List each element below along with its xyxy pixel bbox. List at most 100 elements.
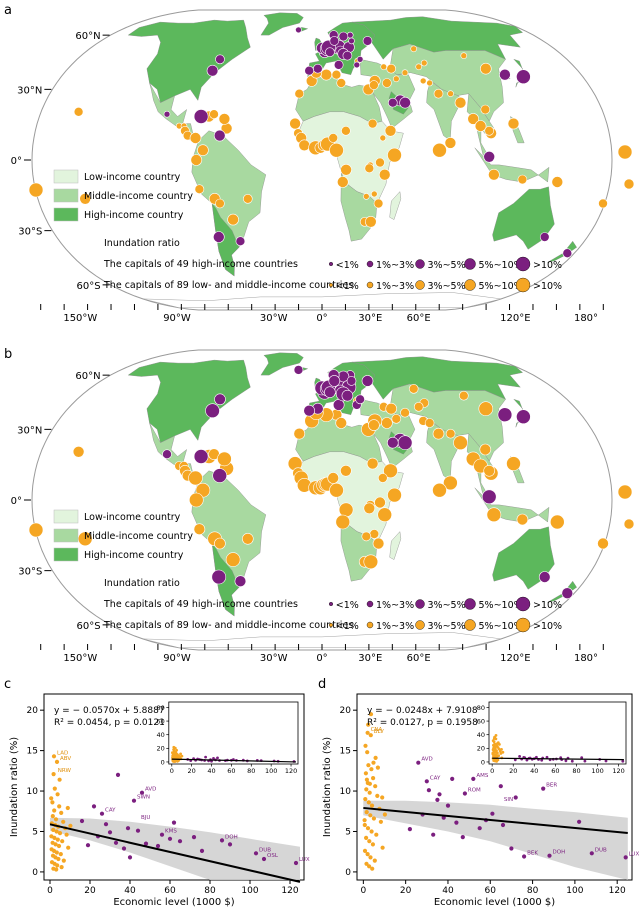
point-label: LAD bbox=[57, 750, 68, 756]
x-axis-label: Economic level (1000 $) bbox=[113, 897, 234, 908]
inset-x-tick-label: 40 bbox=[530, 767, 538, 775]
scatter-point-low-middle bbox=[366, 763, 371, 768]
capital-low-middle-marker bbox=[189, 492, 204, 508]
size-marker-low-middle bbox=[415, 620, 425, 630]
capital-low-middle-marker bbox=[484, 126, 495, 136]
capital-low-middle-marker bbox=[370, 190, 378, 198]
size-marker-low-middle bbox=[329, 623, 334, 628]
scatter-point-high bbox=[125, 826, 131, 831]
capital-high-marker bbox=[162, 449, 172, 460]
scatter-point-high bbox=[498, 784, 503, 789]
longitude-label: 180° bbox=[574, 653, 598, 664]
capital-low-middle-marker bbox=[598, 198, 608, 209]
scatter-point-low-middle bbox=[364, 787, 369, 792]
size-class-label: >10% bbox=[533, 260, 562, 271]
inset-point-low-middle bbox=[497, 747, 501, 751]
inundation-legend: Inundation ratio The capitals of 49 high-… bbox=[103, 578, 562, 633]
panel-letter: a bbox=[4, 3, 12, 18]
point-label: DOH bbox=[225, 834, 238, 840]
country-russia bbox=[352, 356, 524, 400]
capital-low-middle-marker bbox=[382, 78, 392, 88]
size-class-label: 1%~3% bbox=[376, 260, 414, 271]
inset-y-tick-label: 80 bbox=[477, 704, 485, 712]
capital-low-middle-marker bbox=[215, 198, 225, 209]
capital-low-middle-marker bbox=[392, 75, 400, 83]
country-russia bbox=[352, 16, 524, 60]
capital-high-marker bbox=[338, 31, 349, 42]
inset-y-tick-label: 60 bbox=[157, 717, 165, 725]
inset-y-tick-label: 60 bbox=[477, 717, 485, 725]
capital-low-middle-marker bbox=[479, 62, 492, 75]
scatter-point-high bbox=[143, 841, 149, 846]
scatter-point-low-middle bbox=[367, 839, 372, 844]
scatter-point-high bbox=[460, 835, 465, 840]
inset-y-tick-label: 40 bbox=[477, 731, 485, 739]
capital-low-middle-marker bbox=[458, 390, 469, 401]
point-label: BEK bbox=[527, 851, 538, 857]
x-tick-label: 20 bbox=[400, 886, 412, 896]
longitude-label: 120°E bbox=[500, 313, 530, 324]
scatter-point-low-middle bbox=[65, 805, 70, 811]
income-swatch bbox=[53, 547, 79, 562]
longitude-label: 150°W bbox=[63, 313, 97, 324]
capital-high-marker bbox=[483, 151, 496, 163]
point-label: DOH bbox=[553, 850, 566, 856]
size-class-label: 1%~3% bbox=[376, 621, 414, 632]
country-north-america bbox=[127, 359, 251, 443]
capital-low-middle-marker bbox=[28, 182, 44, 198]
scatter-point-low-middle bbox=[369, 803, 375, 808]
size-class-label: >10% bbox=[533, 600, 562, 611]
x-tick-label: 40 bbox=[124, 886, 136, 896]
capital-high-marker bbox=[348, 37, 355, 45]
longitude-label: 30°E bbox=[358, 313, 382, 324]
capital-low-middle-marker bbox=[375, 157, 385, 168]
scatter-point-high bbox=[462, 791, 467, 796]
point-label: SIN bbox=[504, 797, 513, 803]
capital-high-marker bbox=[193, 449, 209, 464]
capital-high-marker bbox=[213, 231, 225, 243]
point-label: AVD bbox=[145, 787, 156, 793]
latitude-label: 60°S bbox=[77, 621, 101, 632]
y-tick-label: 15 bbox=[27, 747, 38, 757]
scatter-point-low-middle bbox=[54, 829, 59, 834]
inset-x-tick-label: 120 bbox=[285, 767, 297, 775]
scatter-point-low-middle bbox=[61, 819, 66, 824]
scatter-point-low-middle bbox=[54, 759, 60, 765]
capital-low-middle-marker bbox=[243, 194, 253, 204]
scatter-point-low-middle bbox=[49, 796, 54, 801]
fit-line bbox=[49, 823, 301, 883]
capital-high-marker bbox=[235, 236, 246, 246]
legend-row-low: The capitals of 89 low- and middle-incom… bbox=[103, 280, 353, 291]
point-label: CNA bbox=[371, 727, 383, 733]
scatter-point-low-middle bbox=[365, 750, 370, 755]
country-madagascar bbox=[389, 531, 402, 560]
scatter-point-low-middle bbox=[365, 730, 370, 735]
capital-low-middle-marker bbox=[374, 496, 386, 509]
income-legend-label: High-income country bbox=[84, 550, 184, 561]
inundation-legend-title: Inundation ratio bbox=[104, 238, 180, 249]
inset-plot: 0 20 40 60 80 100 120 0 20 40 60 80 bbox=[157, 701, 299, 775]
country-australia bbox=[492, 186, 555, 250]
income-swatch bbox=[53, 528, 79, 543]
longitude-label: 180° bbox=[574, 313, 598, 324]
inset-x-tick-label: 60 bbox=[551, 767, 559, 775]
size-class-label: 1%~3% bbox=[376, 600, 414, 611]
capital-high-marker bbox=[329, 36, 340, 46]
capital-high-marker bbox=[341, 389, 354, 402]
longitude-label: 60°E bbox=[407, 653, 431, 664]
capital-low-middle-marker bbox=[331, 69, 342, 80]
point-label: BJU bbox=[141, 815, 150, 821]
capital-high-marker bbox=[397, 435, 413, 451]
scatter-point-high bbox=[541, 786, 546, 791]
scatter-point-high bbox=[424, 779, 429, 784]
capital-low-middle-marker bbox=[380, 63, 388, 71]
capital-low-middle-marker bbox=[193, 523, 206, 536]
capital-high-marker bbox=[213, 129, 226, 142]
capital-low-middle-marker bbox=[460, 52, 468, 60]
scatter-point-high bbox=[219, 838, 225, 843]
capital-high-marker bbox=[312, 63, 323, 74]
inset-point-high bbox=[535, 755, 538, 759]
point-label: DUB bbox=[595, 847, 607, 853]
inset-x-tick-label: 40 bbox=[207, 767, 215, 775]
scatter-point-high bbox=[577, 819, 582, 824]
